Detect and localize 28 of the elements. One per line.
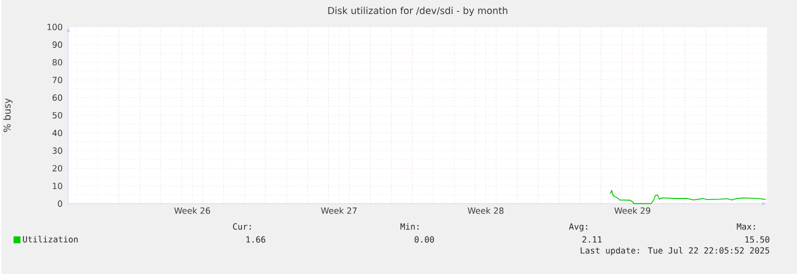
y-axis-title: % busy [3,98,12,132]
y-tick-label: 0 [58,200,62,207]
y-tick-label: 50 [52,112,62,118]
text: 2.11 [582,236,602,242]
y-tick-label: 70 [52,76,62,83]
y-tick-label: 100 [48,24,62,30]
y-tick-label: 80 [52,58,62,66]
text: 15.50 [745,236,770,242]
text: Avg: [568,223,588,232]
y-tick-label: 30 [52,147,62,154]
line-series [610,190,766,204]
chart-title: Disk utilization for /dev/sdi - by month [328,6,508,16]
y-tick-label: 90 [52,41,62,48]
x-tick-label: Week 28 [468,207,504,214]
y-tick-label: 10 [52,182,62,189]
text: 0.00 [414,236,434,242]
y-tick-label: 40 [52,130,62,136]
text: Last update: Tue Jul 22 22:05:52 2025 [580,246,770,256]
text: Max: [736,223,755,230]
text: 1.66 [246,236,266,242]
legend-label: Utilization [23,236,78,242]
x-tick-label: Week 27 [321,207,357,214]
text: Cur: [233,223,251,230]
text: Min: [400,222,418,230]
y-tick-label: 20 [52,164,62,172]
x-tick-label: Week 29 [614,207,650,214]
y-tick-label: 60 [52,94,62,101]
x-tick-label: Week 26 [174,207,210,214]
